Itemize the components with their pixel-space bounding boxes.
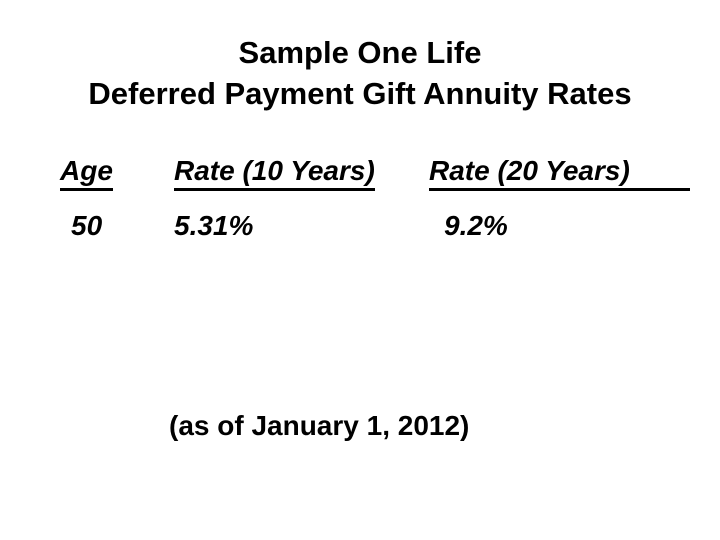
column-header-rate-10-years: Rate (10 Years) (174, 157, 375, 191)
table-row-rate-20-years-value: 9.2% (444, 210, 508, 241)
table-row-age-value: 50 (71, 210, 103, 241)
slide-title: Sample One Life Deferred Payment Gift An… (0, 32, 720, 114)
title-line-2: Deferred Payment Gift Annuity Rates (88, 76, 632, 111)
column-header-rate-20-years: Rate (20 Years) (429, 157, 690, 191)
table-row-rate-10-years-value: 5.31% (174, 210, 254, 241)
column-header-age: Age (60, 157, 113, 191)
title-line-1: Sample One Life (238, 35, 482, 70)
footnote-as-of-date: (as of January 1, 2012) (169, 410, 470, 441)
